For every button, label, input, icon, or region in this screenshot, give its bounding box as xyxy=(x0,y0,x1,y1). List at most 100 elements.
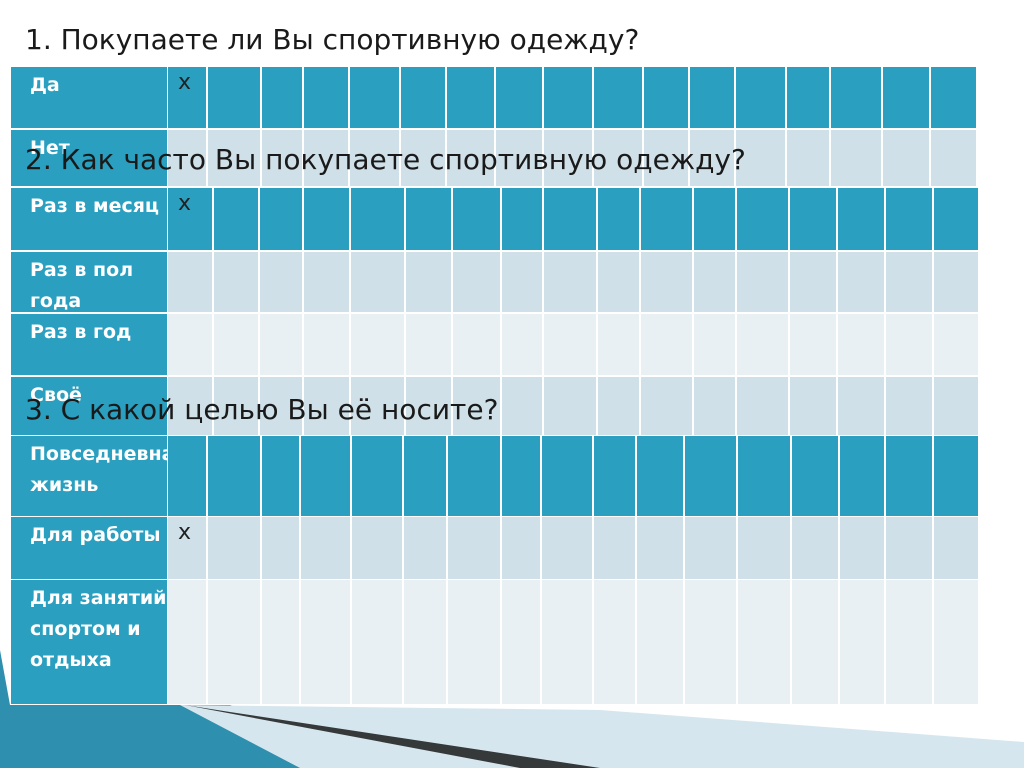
table-row: Раз в пол года xyxy=(0,252,1024,312)
row-label: Раз в месяц xyxy=(11,188,167,250)
table-cell xyxy=(448,436,500,516)
table-row: Нет xyxy=(0,130,1024,186)
table-cell xyxy=(738,436,790,516)
table-cell xyxy=(934,252,978,312)
table-cell xyxy=(886,377,932,435)
row-label: Раз в год xyxy=(11,314,167,375)
table-cell xyxy=(694,314,735,375)
table-cell xyxy=(168,314,212,375)
table-row: Для работы x xyxy=(0,517,1024,579)
table-cell xyxy=(787,67,829,128)
row-label: Для занятий спортом и отдыха xyxy=(11,580,167,704)
table-cell xyxy=(502,314,542,375)
table-cell xyxy=(352,517,402,579)
table-cell xyxy=(304,377,349,435)
table-cell xyxy=(644,130,688,186)
table-cell xyxy=(208,130,260,186)
question-1-title: 1. Покупаете ли Вы спортивную одежду? xyxy=(25,23,640,56)
table-cell xyxy=(404,517,446,579)
table-cell xyxy=(447,67,494,128)
table-cell xyxy=(838,252,884,312)
table-cell xyxy=(594,436,635,516)
table-cell xyxy=(598,377,639,435)
table-cell xyxy=(453,252,500,312)
table-cell xyxy=(738,517,790,579)
table-cell xyxy=(502,252,542,312)
table-cell xyxy=(262,67,302,128)
table-cell xyxy=(214,377,258,435)
table-cell xyxy=(453,377,500,435)
table-cell xyxy=(594,67,642,128)
table-cell xyxy=(737,188,788,250)
table-cell xyxy=(168,580,206,704)
table-cell xyxy=(790,188,836,250)
table-cell xyxy=(883,67,929,128)
table-cell xyxy=(831,130,881,186)
table-cell xyxy=(685,580,736,704)
table-cell xyxy=(214,188,258,250)
question-2-title: 2. Как часто Вы покупаете спортивную оде… xyxy=(25,143,746,176)
table-cell xyxy=(351,377,404,435)
table-cell xyxy=(208,580,260,704)
table-cell xyxy=(214,314,258,375)
table-cell xyxy=(838,188,884,250)
row-label: Да xyxy=(11,67,167,128)
table-cell xyxy=(641,188,692,250)
table-cell xyxy=(840,580,884,704)
table-cell: x xyxy=(168,188,212,250)
table-cell xyxy=(352,436,402,516)
table-cell xyxy=(304,67,348,128)
table-cell xyxy=(168,130,206,186)
table-cell xyxy=(637,580,683,704)
table-cell xyxy=(883,130,929,186)
table-cell xyxy=(448,517,500,579)
table-cell xyxy=(737,314,788,375)
table-cell xyxy=(544,130,592,186)
table-cell xyxy=(502,377,542,435)
table-cell xyxy=(214,252,258,312)
table-cell xyxy=(694,188,735,250)
table-cell: x xyxy=(168,67,206,128)
table-cell xyxy=(496,67,542,128)
table-cell xyxy=(260,252,302,312)
table-cell xyxy=(208,517,260,579)
table-cell xyxy=(598,188,639,250)
table-cell xyxy=(262,580,299,704)
table-cell xyxy=(542,580,592,704)
table-cell xyxy=(792,517,838,579)
table-cell xyxy=(694,252,735,312)
table-cell xyxy=(262,436,299,516)
table-row: Да x xyxy=(0,67,1024,128)
table-cell xyxy=(934,580,978,704)
table-cell xyxy=(350,67,399,128)
table-row: Повседневная жизнь xyxy=(0,436,1024,516)
table-cell xyxy=(168,436,206,516)
table-cell: x xyxy=(168,517,206,579)
table-cell xyxy=(886,436,932,516)
table-row: Раз в месяц x xyxy=(0,188,1024,250)
table-cell xyxy=(406,252,451,312)
table-cell xyxy=(208,67,260,128)
table-cell xyxy=(934,377,978,435)
table-cell xyxy=(886,517,932,579)
table-cell xyxy=(401,67,445,128)
row-label: Повседневная жизнь xyxy=(11,436,167,516)
table-cell xyxy=(790,314,836,375)
table-cell xyxy=(931,67,976,128)
table-cell xyxy=(448,580,500,704)
table-cell xyxy=(598,252,639,312)
table-cell xyxy=(594,580,635,704)
table-cell xyxy=(301,580,350,704)
row-label: Для работы xyxy=(11,517,167,579)
table-cell xyxy=(404,436,446,516)
table-cell xyxy=(931,130,976,186)
table-cell xyxy=(453,314,500,375)
table-cell xyxy=(737,377,788,435)
table-cell xyxy=(351,188,404,250)
table-cell xyxy=(260,377,302,435)
table-cell xyxy=(304,188,349,250)
table-cell xyxy=(685,517,736,579)
table-cell xyxy=(542,517,592,579)
table-cell xyxy=(304,252,349,312)
table-cell xyxy=(886,188,932,250)
